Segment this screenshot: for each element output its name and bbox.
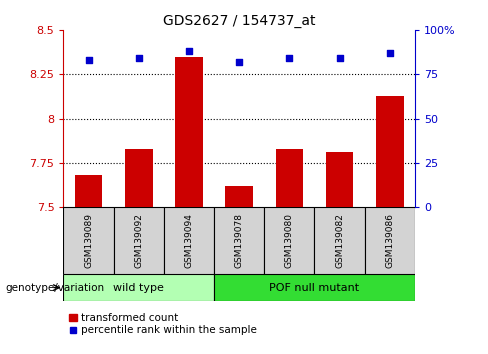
Bar	[276, 149, 303, 207]
Text: GSM139094: GSM139094	[184, 213, 193, 268]
Point	[135, 56, 142, 61]
Bar	[225, 186, 253, 207]
Point	[235, 59, 243, 65]
Text: GSM139082: GSM139082	[335, 213, 344, 268]
Legend: transformed count, percentile rank within the sample: transformed count, percentile rank withi…	[69, 313, 257, 335]
Point	[84, 57, 92, 63]
Point	[336, 56, 344, 61]
Bar	[75, 175, 102, 207]
Point	[185, 48, 193, 54]
Text: genotype/variation: genotype/variation	[5, 282, 104, 293]
Text: GSM139078: GSM139078	[235, 213, 244, 268]
Text: POF null mutant: POF null mutant	[269, 282, 360, 293]
Text: GSM139086: GSM139086	[385, 213, 394, 268]
Bar	[264, 207, 314, 274]
Bar	[114, 207, 164, 274]
Bar	[376, 96, 404, 207]
Bar	[214, 207, 264, 274]
Point	[386, 50, 394, 56]
Bar	[314, 207, 365, 274]
Title: GDS2627 / 154737_at: GDS2627 / 154737_at	[163, 14, 315, 28]
Text: GSM139080: GSM139080	[285, 213, 294, 268]
Bar	[164, 207, 214, 274]
Bar	[175, 57, 203, 207]
Text: GSM139089: GSM139089	[84, 213, 93, 268]
Text: GSM139092: GSM139092	[134, 213, 143, 268]
Point	[285, 56, 293, 61]
Bar	[125, 149, 153, 207]
Bar	[325, 152, 353, 207]
Bar	[63, 274, 214, 301]
Text: wild type: wild type	[113, 282, 164, 293]
Bar	[214, 274, 415, 301]
Bar	[365, 207, 415, 274]
Bar	[63, 207, 114, 274]
